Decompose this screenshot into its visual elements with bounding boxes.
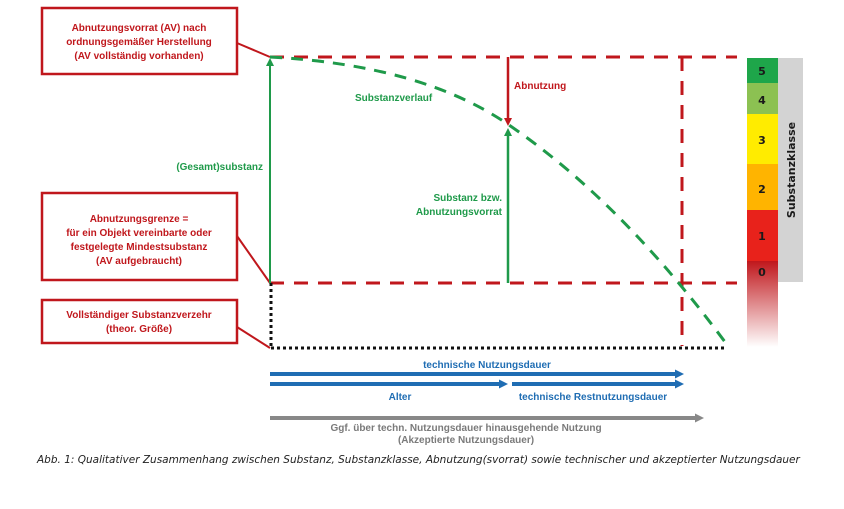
box-wear-limit: Abnutzungsgrenze = für ein Objekt vereinb… <box>40 191 239 282</box>
red-dashed-frame <box>270 55 737 346</box>
box-av-full: Abnutzungsvorrat (AV) nach ordnungsgemäße… <box>40 6 239 76</box>
svg-text:Vollständiger Substanzverzehr(: Vollständiger Substanzverzehr (theor. Grö… <box>66 310 212 335</box>
box-complete-consumption: Vollständiger Substanzverzehr (theor. Grö… <box>40 298 239 345</box>
class-4 <box>747 83 778 114</box>
wear-label: Abnutzung <box>514 81 566 92</box>
class-3-label: 3 <box>758 134 766 147</box>
leader-lines <box>236 42 271 349</box>
class-2 <box>747 164 778 210</box>
substance-reserve-label: Substanz bzw. Abnutzungsvorrat <box>416 193 503 218</box>
substance-class-scale: Substanzklasse 5 4 3 2 1 0 <box>747 58 803 347</box>
class-3 <box>747 114 778 164</box>
class-5-label: 5 <box>758 65 766 78</box>
total-substance-label: (Gesamt)substanz <box>176 162 263 173</box>
class-5 <box>747 58 778 83</box>
class-2-label: 2 <box>758 183 766 196</box>
figure-caption: Abb. 1: Qualitativer Zusammenhang zwisch… <box>37 454 800 466</box>
class-0 <box>747 261 778 347</box>
technical-life-label: technische Nutzungsdauer <box>423 360 551 371</box>
substance-curve <box>269 55 727 343</box>
black-dotted-baseline <box>269 283 725 350</box>
class-1-label: 1 <box>758 230 766 243</box>
class-0-label: 0 <box>758 266 766 279</box>
svg-text:Abnutzungsgrenze =für ein Obje: Abnutzungsgrenze = für ein Objekt vereinb… <box>66 214 212 267</box>
extended-use-label: Ggf. über techn. Nutzungsdauer hinausgeh… <box>330 423 601 446</box>
class-4-label: 4 <box>758 94 766 107</box>
class-1 <box>747 210 778 261</box>
scale-title: Substanzklasse <box>785 122 798 218</box>
age-label: Alter <box>389 392 412 403</box>
substance-curve-label: Substanzverlauf <box>355 93 433 104</box>
scale-title-bg <box>778 58 803 282</box>
remaining-life-label: technische Restnutzungsdauer <box>519 392 667 403</box>
